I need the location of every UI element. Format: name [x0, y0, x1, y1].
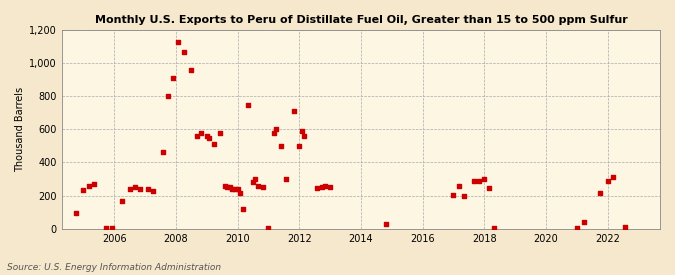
Point — [258, 185, 269, 189]
Point — [296, 129, 307, 133]
Point — [271, 127, 281, 131]
Point — [230, 187, 240, 191]
Point — [186, 67, 196, 72]
Point — [117, 199, 128, 204]
Point — [201, 134, 212, 138]
Point — [381, 221, 392, 226]
Point — [163, 94, 173, 98]
Point — [571, 226, 582, 230]
Point — [70, 211, 81, 215]
Point — [219, 183, 230, 188]
Point — [325, 185, 335, 189]
Point — [608, 175, 618, 180]
Point — [107, 226, 117, 230]
Point — [317, 185, 328, 189]
Point — [209, 142, 220, 146]
Title: Monthly U.S. Exports to Peru of Distillate Fuel Oil, Greater than 15 to 500 ppm : Monthly U.S. Exports to Peru of Distilla… — [95, 15, 627, 25]
Point — [222, 185, 233, 189]
Point — [78, 188, 89, 192]
Point — [620, 225, 631, 229]
Point — [134, 187, 145, 191]
Point — [294, 144, 304, 148]
Point — [83, 183, 94, 188]
Point — [299, 134, 310, 138]
Point — [474, 179, 485, 184]
Point — [168, 76, 179, 80]
Point — [88, 182, 99, 186]
Point — [196, 130, 207, 135]
Point — [248, 180, 259, 185]
Point — [289, 109, 300, 113]
Point — [281, 177, 292, 181]
Point — [268, 131, 279, 136]
Point — [602, 179, 613, 184]
Point — [242, 103, 253, 108]
Point — [227, 187, 238, 191]
Point — [453, 184, 464, 189]
Point — [319, 183, 330, 188]
Point — [448, 192, 459, 197]
Point — [579, 220, 590, 224]
Point — [238, 207, 248, 211]
Point — [458, 193, 469, 198]
Point — [250, 177, 261, 181]
Point — [204, 135, 215, 140]
Text: Source: U.S. Energy Information Administration: Source: U.S. Energy Information Administ… — [7, 263, 221, 272]
Point — [484, 186, 495, 190]
Point — [130, 185, 140, 189]
Point — [178, 50, 189, 54]
Point — [173, 39, 184, 44]
Point — [489, 226, 500, 230]
Point — [253, 183, 264, 188]
Point — [468, 178, 479, 183]
Y-axis label: Thousand Barrels: Thousand Barrels — [15, 87, 25, 172]
Point — [101, 226, 112, 230]
Point — [157, 150, 168, 155]
Point — [479, 177, 489, 181]
Point — [191, 134, 202, 138]
Point — [312, 186, 323, 190]
Point — [224, 185, 235, 189]
Point — [276, 144, 287, 148]
Point — [235, 191, 246, 195]
Point — [263, 226, 274, 230]
Point — [232, 187, 243, 191]
Point — [595, 191, 605, 195]
Point — [147, 188, 158, 193]
Point — [214, 130, 225, 135]
Point — [124, 187, 135, 191]
Point — [142, 187, 153, 191]
